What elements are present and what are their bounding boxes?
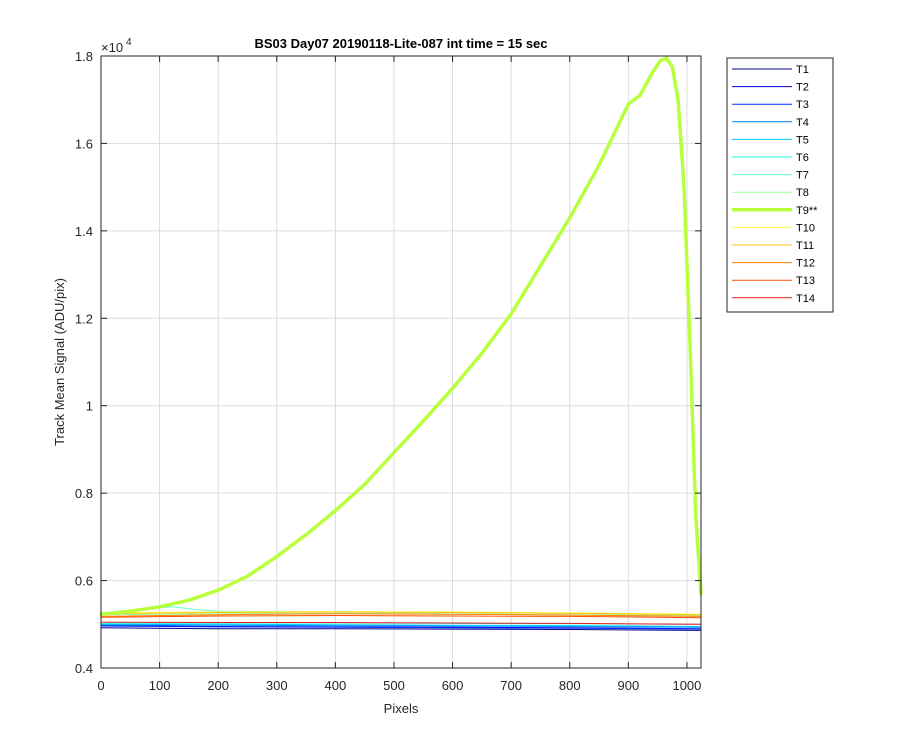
y-tick-label: 1.8 bbox=[75, 49, 93, 64]
x-axis-label: Pixels bbox=[384, 701, 419, 716]
axes-background bbox=[101, 56, 701, 668]
series-line-t13 bbox=[100, 615, 702, 619]
x-tick-label: 600 bbox=[442, 678, 464, 693]
legend-label: T7 bbox=[796, 170, 809, 182]
legend-label: T12 bbox=[796, 258, 815, 270]
x-tick-label: 400 bbox=[325, 678, 347, 693]
legend-label: T2 bbox=[796, 82, 809, 94]
series-line-t11 bbox=[100, 611, 702, 616]
x-tick-label: 1000 bbox=[672, 678, 701, 693]
legend-label: T3 bbox=[796, 99, 809, 111]
series-line-t12 bbox=[100, 613, 702, 617]
legend-label: T1 bbox=[796, 64, 809, 76]
y-exponent-power: 4 bbox=[126, 37, 132, 48]
chart-title: BS03 Day07 20190118-Lite-087 int time = … bbox=[254, 36, 547, 51]
legend-label: T10 bbox=[796, 222, 815, 234]
y-tick-label: 0.6 bbox=[75, 574, 93, 589]
legend-box bbox=[726, 57, 834, 313]
legend-label: T5 bbox=[796, 134, 809, 146]
x-tick-label: 0 bbox=[97, 678, 104, 693]
ticks: 0 100 200 300 400 500 600 700 800 900 1000 0.4 0.6 0.… bbox=[75, 49, 701, 693]
x-tick-label: 500 bbox=[383, 678, 405, 693]
legend-label: T9** bbox=[796, 205, 818, 217]
plot-area: 0 100 200 300 400 500 600 700 800 900 1000 0.4 0.6 0.… bbox=[75, 49, 703, 693]
x-tick-label: 300 bbox=[266, 678, 288, 693]
y-tick-label: 0.8 bbox=[75, 486, 93, 501]
y-tick-label: 1.6 bbox=[75, 136, 93, 151]
legend-label: T8 bbox=[796, 187, 809, 199]
series-line-t4 bbox=[100, 624, 702, 628]
x-tick-label: 200 bbox=[207, 678, 229, 693]
y-exponent: ×10 4 bbox=[101, 37, 132, 55]
legend-label: T14 bbox=[796, 293, 815, 305]
y-tick-label: 1.2 bbox=[75, 311, 93, 326]
y-axis-label: Track Mean Signal (ADU/pix) bbox=[52, 278, 67, 446]
series-line-t14 bbox=[100, 621, 702, 625]
x-tick-label: 100 bbox=[149, 678, 171, 693]
series-line-t9 bbox=[99, 56, 703, 616]
y-tick-label: 1.4 bbox=[75, 224, 93, 239]
x-tick-label: 900 bbox=[617, 678, 639, 693]
legend-items: T1 T2 T3 T4 T5 T6 T7 T8 T9** T10 T11 T12 T13 T14 bbox=[732, 64, 818, 305]
legend-label: T11 bbox=[796, 240, 814, 252]
legend-label: T13 bbox=[796, 275, 815, 287]
series-line-t5 bbox=[100, 623, 702, 627]
axes-box bbox=[100, 55, 702, 669]
legend: T1 T2 T3 T4 T5 T6 T7 T8 T9** T10 T11 T12 T13 T14 bbox=[726, 57, 834, 313]
legend-label: T4 bbox=[796, 117, 809, 129]
series-line-t1 bbox=[100, 627, 702, 631]
x-tick-label: 700 bbox=[500, 678, 522, 693]
y-exponent-base: ×10 bbox=[101, 40, 123, 55]
legend-label: T6 bbox=[796, 152, 809, 164]
y-tick-label: 0.4 bbox=[75, 661, 93, 676]
series-line-t3 bbox=[100, 625, 702, 630]
x-tick-label: 800 bbox=[559, 678, 581, 693]
series-layer bbox=[99, 56, 703, 631]
y-tick-label: 1 bbox=[86, 399, 93, 414]
